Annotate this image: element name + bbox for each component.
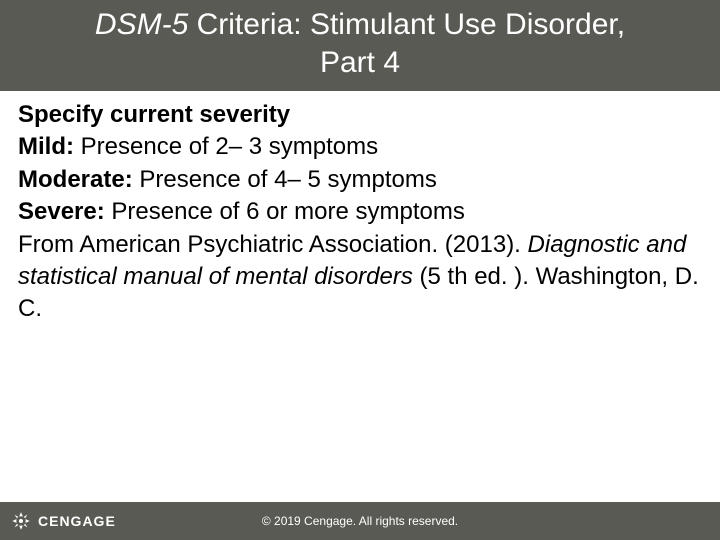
footer-copyright: © 2019 Cengage. All rights reserved. (262, 514, 458, 528)
citation-pre: From American Psychiatric Association. (… (18, 231, 528, 258)
slide-body: Specify current severity Mild: Presence … (0, 91, 720, 326)
severity-label: Moderate: (18, 166, 133, 193)
footer-logo: CENGAGE (10, 510, 116, 532)
title-italic-prefix: DSM-5 (95, 8, 188, 41)
title-bar: DSM-5 Criteria: Stimulant Use Disorder, … (0, 0, 720, 91)
citation: From American Psychiatric Association. (… (18, 229, 702, 326)
severity-desc: Presence of 6 or more symptoms (105, 198, 465, 225)
severity-heading: Specify current severity (18, 99, 702, 131)
footer-brand-text: CENGAGE (38, 513, 116, 529)
slide-title: DSM-5 Criteria: Stimulant Use Disorder, … (10, 6, 710, 81)
severity-desc: Presence of 2– 3 symptoms (74, 133, 378, 160)
severity-heading-text: Specify current severity (18, 101, 290, 128)
severity-desc: Presence of 4– 5 symptoms (133, 166, 437, 193)
severity-row-severe: Severe: Presence of 6 or more symptoms (18, 196, 702, 228)
severity-label: Severe: (18, 198, 105, 225)
cengage-logo-icon (10, 510, 32, 532)
title-line2: Part 4 (320, 46, 400, 79)
severity-label: Mild: (18, 133, 74, 160)
severity-row-mild: Mild: Presence of 2– 3 symptoms (18, 131, 702, 163)
severity-row-moderate: Moderate: Presence of 4– 5 symptoms (18, 164, 702, 196)
footer-bar: CENGAGE © 2019 Cengage. All rights reser… (0, 502, 720, 540)
title-rest-line1: Criteria: Stimulant Use Disorder, (188, 8, 625, 41)
